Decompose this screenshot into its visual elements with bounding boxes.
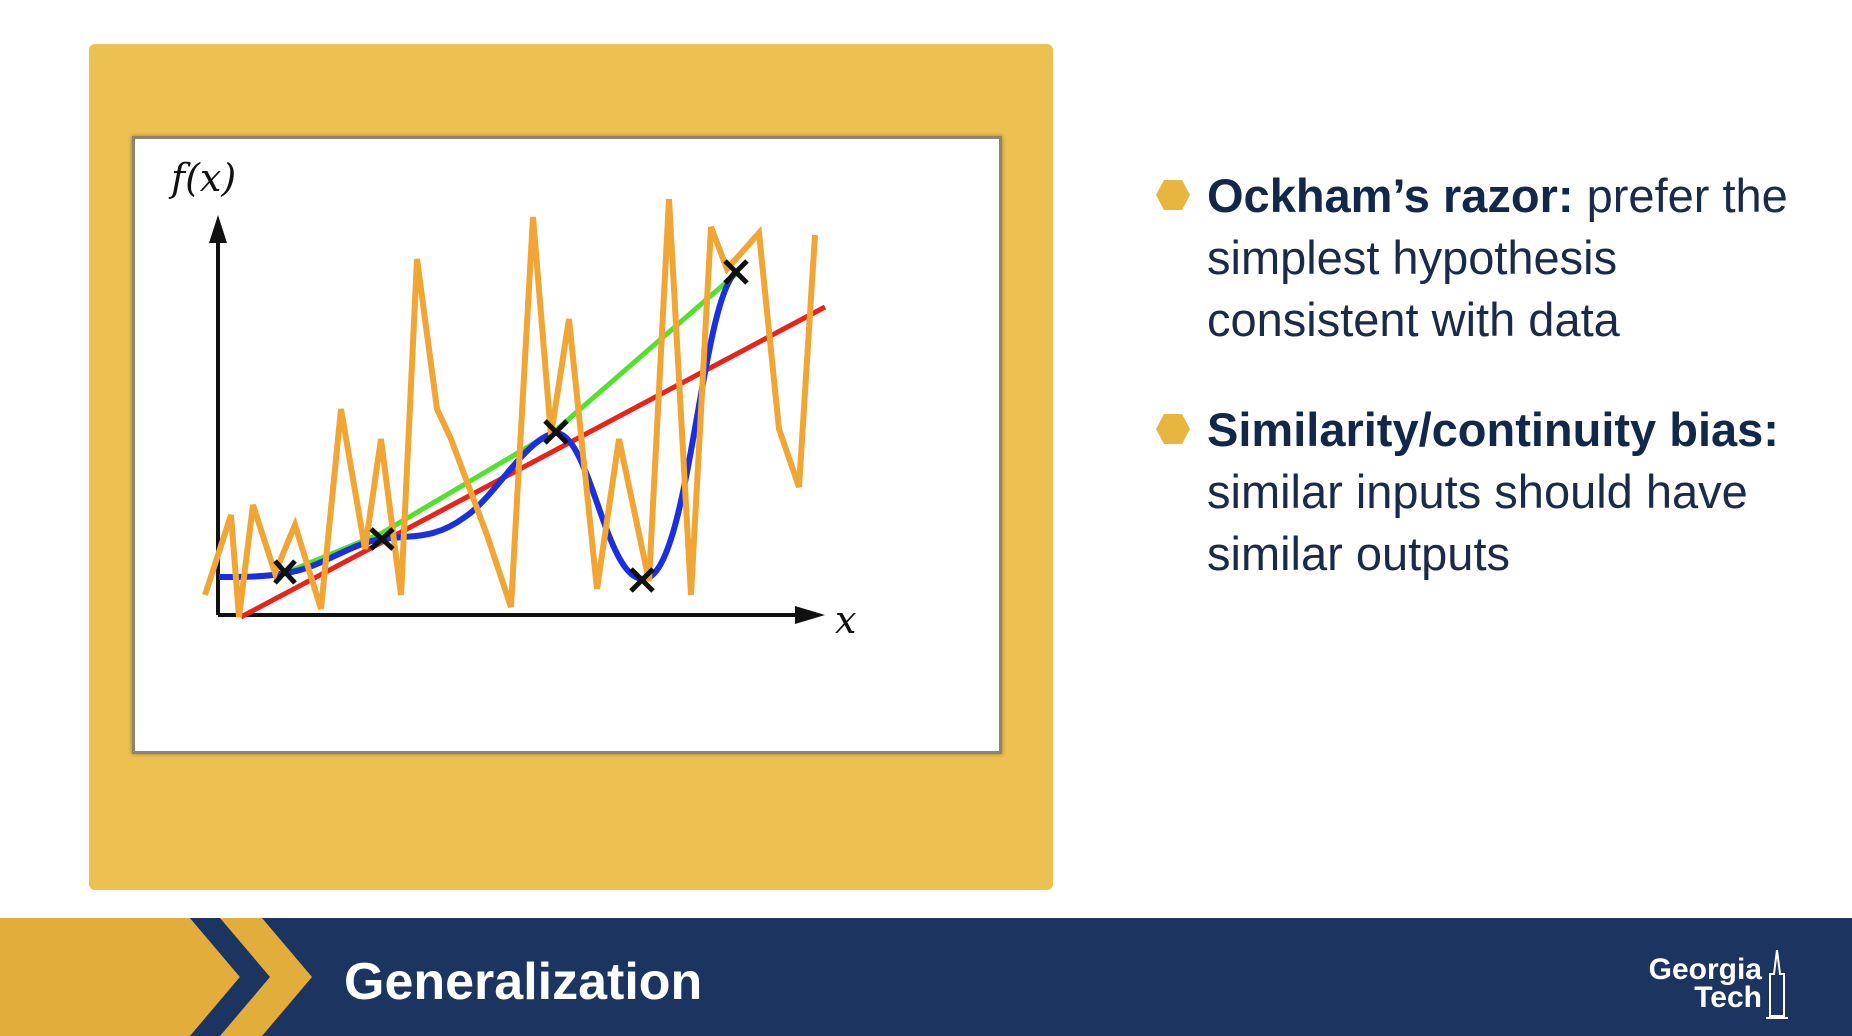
bullet-list: Ockham’s razor: prefer the simplest hypo… [1155,165,1815,633]
data-point [723,259,749,285]
bullet-similarity-bias: Similarity/continuity bias: similar inpu… [1155,399,1815,585]
logo-text-georgia: Georgia [1648,953,1762,986]
data-point [273,559,297,585]
x-axis-label: x [835,598,856,642]
bullet-term: Similarity/continuity bias: [1207,403,1779,456]
linear-fit-line [239,304,827,620]
georgia-tech-logo: Georgia Tech [1628,950,1788,1026]
footer-bar: Generalization Georgia Tech [0,918,1852,1036]
hexagon-bullet-icon [1156,414,1190,444]
x-axis-arrow [795,606,825,624]
function-fit-plot: f(x) x [132,136,1002,754]
slide-title: Generalization [344,953,703,1011]
y-axis-arrow [209,215,227,243]
georgia-tech-tower-icon [1766,950,1788,1019]
logo-text-tech: Tech [1694,981,1762,1014]
bullet-text: prefer the simplest hypothesis consisten… [1207,169,1788,346]
bullet-text: similar inputs should have similar outpu… [1207,465,1748,580]
data-point [543,419,569,445]
data-points [273,259,749,593]
bullet-ockhams-razor: Ockham’s razor: prefer the simplest hypo… [1155,165,1815,351]
piecewise-fit-line [284,271,739,576]
hexagon-bullet-icon [1156,180,1190,210]
chevron-decoration [0,918,312,1036]
data-point [629,567,655,593]
data-point [369,527,395,551]
y-axis-label: f(x) [168,156,236,200]
bullet-term: Ockham’s razor: [1207,169,1574,222]
noisy-fit-curve [202,198,818,618]
